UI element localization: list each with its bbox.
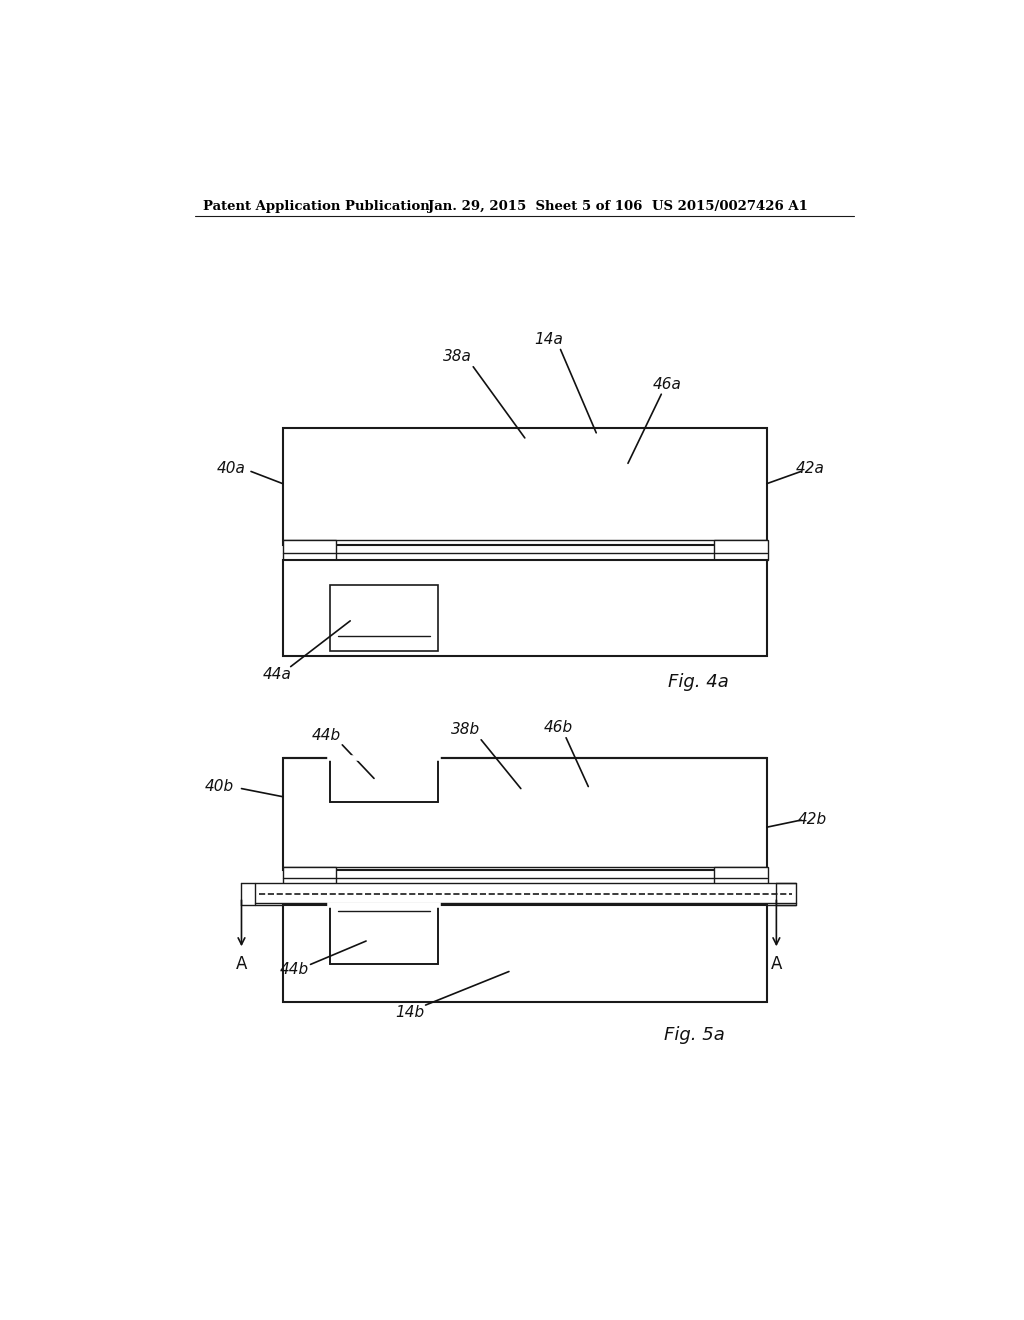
Bar: [715, 540, 768, 560]
Bar: [283, 906, 767, 1002]
Bar: [255, 883, 797, 906]
Text: Fig. 4a: Fig. 4a: [668, 673, 728, 690]
Text: 38b: 38b: [451, 722, 480, 737]
Text: 14a: 14a: [535, 331, 563, 347]
Bar: [283, 540, 336, 560]
Bar: [283, 428, 767, 545]
Text: 14b: 14b: [395, 1005, 424, 1019]
Text: A: A: [236, 956, 247, 973]
Bar: [283, 560, 767, 656]
Text: 40b: 40b: [205, 779, 233, 795]
Text: Jan. 29, 2015  Sheet 5 of 106: Jan. 29, 2015 Sheet 5 of 106: [428, 199, 642, 213]
Bar: [283, 867, 336, 886]
Text: 42a: 42a: [796, 461, 825, 477]
Text: Patent Application Publication: Patent Application Publication: [204, 199, 430, 213]
Text: 38a: 38a: [443, 348, 472, 364]
Bar: [715, 867, 768, 886]
Text: Fig. 5a: Fig. 5a: [664, 1026, 724, 1044]
Text: 44b: 44b: [281, 962, 309, 977]
Text: 46b: 46b: [544, 721, 572, 735]
Text: 44b: 44b: [312, 729, 341, 743]
Text: 46a: 46a: [653, 376, 682, 392]
Bar: [283, 758, 767, 870]
Bar: [331, 758, 437, 801]
Text: US 2015/0027426 A1: US 2015/0027426 A1: [652, 199, 808, 213]
Text: 40a: 40a: [217, 461, 246, 477]
Text: 42b: 42b: [798, 812, 826, 826]
Text: A: A: [771, 956, 782, 973]
Bar: [331, 906, 437, 965]
Text: 44a: 44a: [263, 667, 292, 682]
Bar: [331, 585, 437, 651]
